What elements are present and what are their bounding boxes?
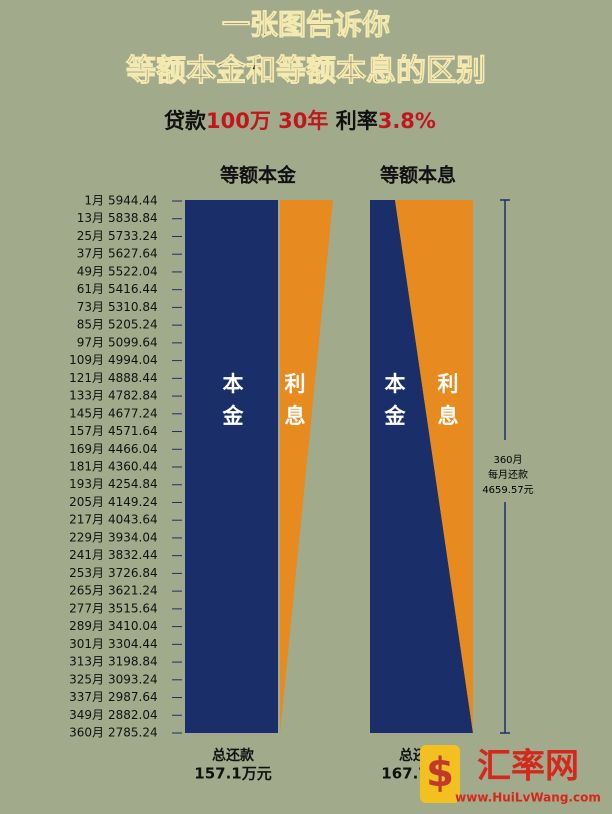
payment-amount: 3832.44	[108, 548, 158, 562]
month-label: 265月	[69, 584, 104, 598]
month-label: 97月	[77, 335, 104, 349]
month-label: 13月	[77, 211, 104, 225]
subtitle-part: 3.8%	[378, 109, 436, 133]
payment-amount: 4571.64	[108, 424, 158, 438]
logo-mark: $	[426, 750, 454, 796]
payment-amount: 5522.04	[108, 264, 158, 278]
month-label: 205月	[69, 495, 104, 509]
annotation-bg	[478, 440, 540, 502]
payment-amount: 5310.84	[108, 300, 158, 314]
payment-amount: 4677.24	[108, 406, 158, 420]
subtitle-part: 贷款	[164, 109, 207, 133]
title: 一张图告诉你	[222, 8, 390, 41]
annotation: 每月还款	[488, 468, 528, 481]
payment-amount: 2785.24	[108, 726, 158, 740]
month-label: 229月	[69, 530, 104, 544]
payment-amount: 4782.84	[108, 389, 158, 403]
payment-amount: 3410.04	[108, 619, 158, 633]
payment-amount: 3304.44	[108, 637, 158, 651]
month-label: 37月	[77, 247, 104, 261]
column-header: 等额本息	[379, 164, 456, 187]
annotation: 360月	[493, 454, 522, 466]
payment-amount: 4994.04	[108, 353, 158, 367]
payment-amount: 5838.84	[108, 211, 158, 225]
payment-amount: 3726.84	[108, 566, 158, 580]
month-label: 1月	[84, 194, 104, 208]
payment-amount: 5944.44	[108, 194, 158, 208]
month-label: 169月	[69, 442, 104, 456]
month-label: 217月	[69, 513, 104, 527]
interest-area	[395, 200, 473, 733]
principal-label: 本	[223, 372, 244, 396]
payment-amount: 5733.24	[108, 229, 158, 243]
month-label: 313月	[69, 655, 104, 669]
annotation: 4659.57元	[482, 485, 533, 496]
payment-amount: 4043.64	[108, 513, 158, 527]
interest-label: 息	[285, 404, 306, 428]
principal-area	[370, 200, 473, 733]
interest-label: 息	[438, 404, 459, 428]
payment-amount: 2987.64	[108, 690, 158, 704]
payment-amount: 5099.64	[108, 335, 158, 349]
month-label: 181月	[69, 460, 104, 474]
month-label: 61月	[77, 282, 104, 296]
payment-amount: 4888.44	[108, 371, 158, 385]
payment-amount: 5416.44	[108, 282, 158, 296]
payment-amount: 5205.24	[108, 318, 158, 332]
total-label: 总还款	[212, 747, 255, 764]
payment-amount: 3934.04	[108, 530, 158, 544]
payment-amount: 3093.24	[108, 672, 158, 686]
principal-label: 金	[384, 404, 407, 428]
total-value: 157.1万元	[194, 765, 271, 783]
payment-amount: 5627.64	[108, 247, 158, 261]
payment-amount: 2882.04	[108, 708, 158, 722]
month-label: 49月	[77, 264, 104, 278]
column-header: 等额本金	[219, 164, 297, 187]
watermark-name: 汇率网	[477, 747, 579, 787]
payment-amount: 3198.84	[108, 655, 158, 669]
watermark-url: www.HuiLvWang.com	[455, 791, 601, 805]
month-label: 277月	[69, 601, 104, 615]
month-label: 25月	[77, 229, 104, 243]
payment-amount: 4254.84	[108, 477, 158, 491]
month-label: 73月	[77, 300, 104, 314]
month-label: 85月	[77, 318, 104, 332]
month-label: 337月	[69, 690, 104, 704]
month-label: 121月	[69, 371, 104, 385]
month-label: 349月	[69, 708, 104, 722]
subtitle: 贷款100万 30年 利率3.8%	[164, 109, 436, 133]
month-label: 193月	[69, 477, 104, 491]
month-label: 157月	[69, 424, 104, 438]
logo	[420, 745, 460, 803]
interest-label: 利	[285, 372, 306, 396]
payment-amount: 4466.04	[108, 442, 158, 456]
month-label: 133月	[69, 389, 104, 403]
month-label: 145月	[69, 406, 104, 420]
month-label: 241月	[69, 548, 104, 562]
title: 等额本金和等额本息的区别	[126, 54, 486, 89]
month-label: 325月	[69, 672, 104, 686]
payment-amount: 3621.24	[108, 584, 158, 598]
month-label: 253月	[69, 566, 104, 580]
principal-area	[185, 200, 278, 733]
principal-label: 金	[222, 404, 245, 428]
payment-amount: 4360.44	[108, 460, 158, 474]
payment-amount: 4149.24	[108, 495, 158, 509]
month-label: 109月	[69, 353, 104, 367]
month-label: 289月	[69, 619, 104, 633]
month-label: 360月	[69, 726, 104, 740]
interest-label: 利	[438, 372, 459, 396]
interest-area	[280, 200, 333, 733]
subtitle-part: 利率	[336, 109, 378, 133]
payment-amount: 3515.64	[108, 601, 158, 615]
subtitle-part: 100万	[206, 109, 271, 133]
watermark: $ 汇率网 www.HuiLvWang.com	[420, 745, 601, 805]
principal-label: 本	[385, 372, 406, 396]
month-label: 301月	[69, 637, 104, 651]
subtitle-part: 30年	[271, 109, 336, 133]
